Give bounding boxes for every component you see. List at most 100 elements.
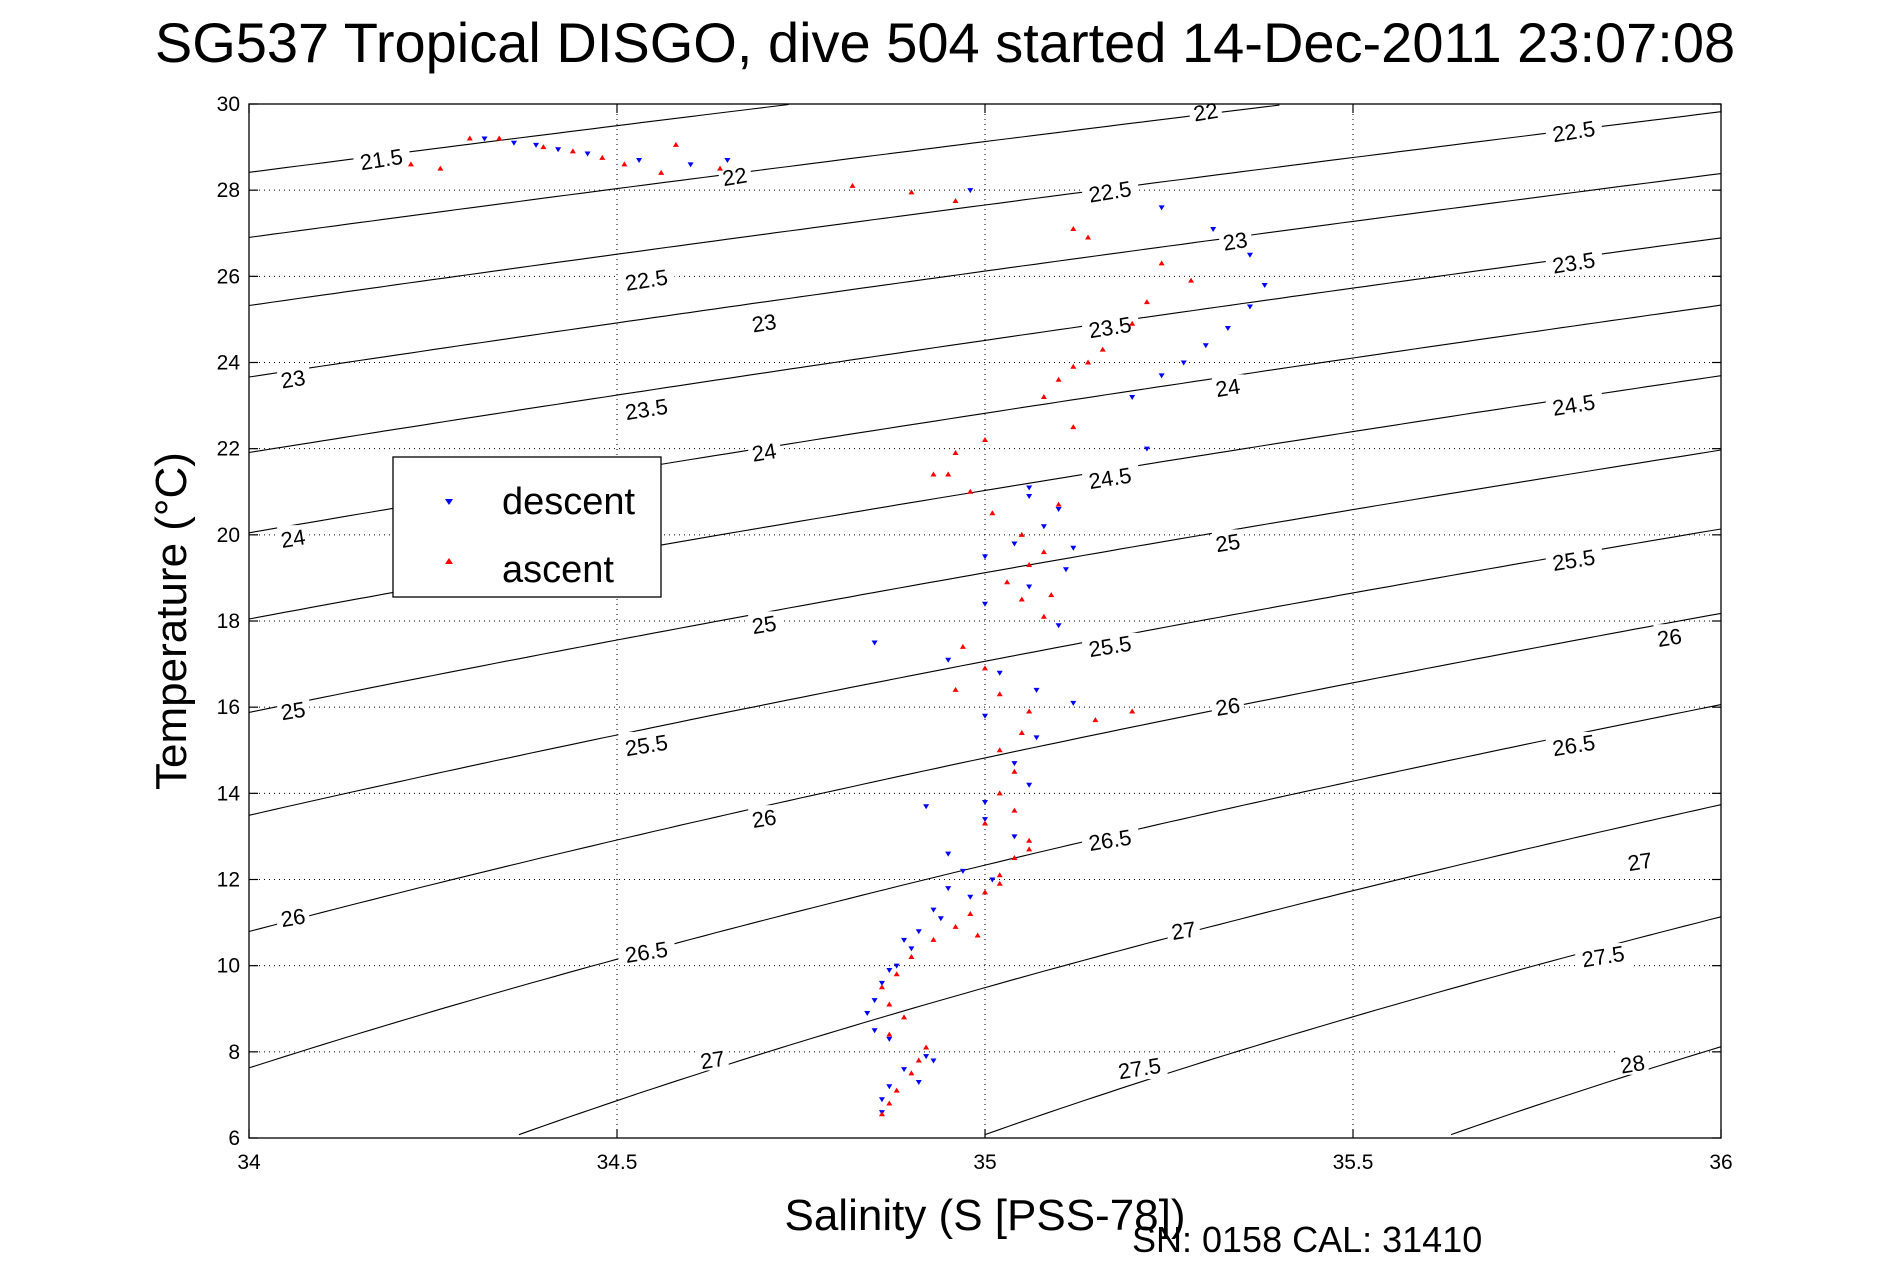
contour-label: 25 [279, 697, 307, 726]
descent-point [967, 188, 974, 194]
contour-label-background [748, 805, 781, 830]
descent-point [1246, 304, 1253, 310]
descent-point [967, 894, 974, 900]
ascent-point [982, 889, 988, 895]
ascent-point [1004, 579, 1011, 585]
descent-point [687, 162, 694, 168]
contour-label-background [1211, 693, 1244, 718]
y-tick-label: 14 [217, 782, 241, 805]
contour-label-background [1082, 178, 1139, 203]
descent-point [1026, 485, 1033, 491]
ascent-point [496, 135, 503, 141]
ascent-point [930, 936, 937, 942]
descent-point [1261, 282, 1268, 288]
axis-ticks [248, 103, 1722, 1139]
descent-point [1026, 584, 1033, 590]
contour-label-background [277, 697, 310, 722]
contour-label-background [1189, 98, 1222, 123]
contour-label-background [1545, 391, 1602, 416]
ascent-point [717, 165, 724, 171]
ascent-point [996, 790, 1003, 796]
x-tick-label: 34 [237, 1151, 261, 1174]
ascent-point [989, 510, 996, 516]
sigma-contour-line [1450, 1046, 1722, 1136]
contour-label-background [1545, 731, 1602, 756]
contour-label-background [1624, 848, 1657, 873]
legend: descent ascent [392, 456, 662, 598]
contour-label: 23 [1221, 227, 1249, 256]
descent-point [1040, 524, 1047, 530]
y-tick-label: 16 [217, 696, 240, 719]
descent-point [1055, 623, 1062, 629]
y-tick-label: 24 [217, 352, 241, 375]
descent-point [584, 151, 591, 157]
x-tick-label: 35 [973, 1151, 996, 1174]
ascent-point [996, 691, 1003, 697]
contour-label: 23 [279, 365, 307, 394]
contour-label-background [1082, 464, 1139, 489]
ascent-point [886, 1031, 893, 1037]
ascent-point [1143, 299, 1150, 305]
descent-point [915, 1079, 922, 1085]
ascent-point [1099, 346, 1106, 352]
descent-point [1070, 700, 1077, 706]
ascent-point [886, 1001, 893, 1007]
ascent-point [1026, 846, 1033, 852]
ascent-point [1040, 549, 1047, 555]
descent-point [871, 1028, 878, 1034]
contour-label-background [1616, 1050, 1649, 1075]
ascent-point [621, 161, 628, 167]
descent-point [1158, 205, 1165, 211]
contour-label-background [1545, 546, 1602, 571]
descent-point [923, 1054, 930, 1060]
legend-box [392, 456, 662, 598]
ascent-point [1085, 234, 1092, 240]
ascent-point [923, 1044, 930, 1050]
ascent-point [982, 665, 988, 671]
ascent-point [967, 488, 974, 494]
ascent-point [1040, 613, 1047, 619]
sigma-contour-line [248, 104, 1280, 238]
descent-point [982, 817, 988, 823]
ascent-point [658, 169, 665, 175]
sigma-contour-line [248, 528, 1722, 816]
ascent-point [1070, 363, 1077, 369]
ascent-point [893, 971, 900, 977]
ascent-point [1040, 393, 1047, 399]
x-tick-label: 36 [1709, 1151, 1732, 1174]
contour-label: 26 [1655, 623, 1683, 652]
footer-serial-calibration: SN: 0158 CAL: 31410 [1132, 1219, 1482, 1260]
descent-point [886, 1036, 893, 1042]
ascent-point [1011, 768, 1018, 774]
descent-point [864, 1011, 871, 1017]
sigma-contour-line [248, 103, 789, 173]
ascent-point [1026, 561, 1033, 567]
descent-point [1070, 545, 1077, 551]
ascent-point [1070, 225, 1077, 231]
contour-label: 27 [699, 1046, 727, 1075]
ascent-point [437, 165, 444, 171]
ascent-point [1055, 501, 1062, 507]
ascent-point [967, 910, 974, 916]
ascent-point [915, 1057, 922, 1063]
y-tick-label: 6 [228, 1127, 240, 1150]
contour-label-background [1082, 314, 1139, 339]
descent-point [886, 1084, 893, 1090]
contour-label-background [618, 731, 675, 756]
contour-label: 27 [1170, 916, 1198, 945]
ascent-point [1129, 708, 1136, 714]
contour-label-background [277, 365, 310, 390]
descent-point [930, 1058, 937, 1064]
descent-point [996, 670, 1003, 676]
ascent-point [996, 880, 1003, 886]
descent-point [1224, 326, 1231, 332]
y-tick-label: 20 [217, 524, 240, 547]
sigma-contour-line [248, 449, 1722, 713]
ascent-point [996, 747, 1003, 753]
ascent-point [1018, 596, 1025, 602]
descent-point [1026, 494, 1033, 500]
y-tick-label: 18 [217, 610, 240, 633]
descent-point [1202, 343, 1209, 349]
ascent-point [1085, 359, 1092, 365]
y-tick-label: 30 [217, 93, 240, 116]
